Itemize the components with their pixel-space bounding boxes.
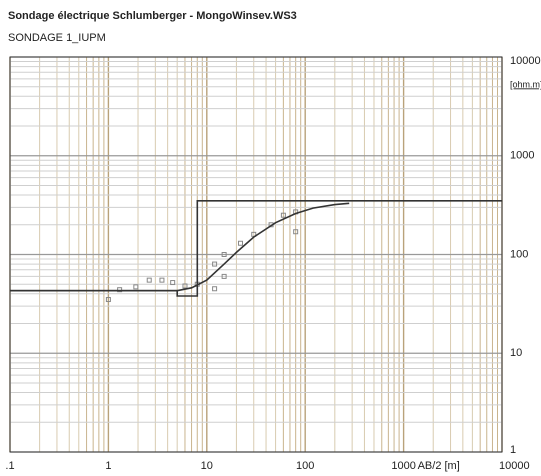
data-point (212, 261, 218, 267)
plot-frame (9, 56, 503, 453)
line (10, 200, 502, 297)
y-tick-label: 10 (510, 347, 522, 359)
data-point (237, 240, 243, 246)
data-point (146, 277, 152, 283)
x-tick-label: 1000 (391, 460, 415, 472)
data-point (105, 297, 111, 303)
x-tick-label: 1 (105, 460, 111, 472)
y-tick-label: 1 (510, 444, 516, 456)
y-axis-label: [ohm.m] (510, 79, 541, 89)
data-point (293, 229, 299, 235)
x-tick-label: 10000 (499, 460, 530, 472)
data-point (221, 273, 227, 279)
y-tick-label: 100 (510, 248, 528, 260)
y-tick-label: 10000 (510, 55, 541, 67)
data-point (170, 280, 176, 286)
x-tick-label: 10 (201, 460, 213, 472)
data-point (159, 277, 165, 283)
x-axis-label: AB/2 [m] (418, 460, 460, 472)
x-tick-label: 100 (296, 460, 314, 472)
chart-subtitle: SONDAGE 1_IUPM (8, 32, 106, 44)
data-point (133, 284, 139, 290)
data-point (117, 287, 123, 293)
chart-title: Sondage électrique Schlumberger - MongoW… (8, 10, 297, 22)
data-point (280, 212, 286, 218)
data-point (182, 283, 188, 289)
y-tick-label: 1000 (510, 150, 534, 162)
line (10, 202, 350, 292)
x-tick-label: .1 (5, 460, 14, 472)
data-point (221, 252, 227, 257)
data-point (212, 286, 218, 292)
